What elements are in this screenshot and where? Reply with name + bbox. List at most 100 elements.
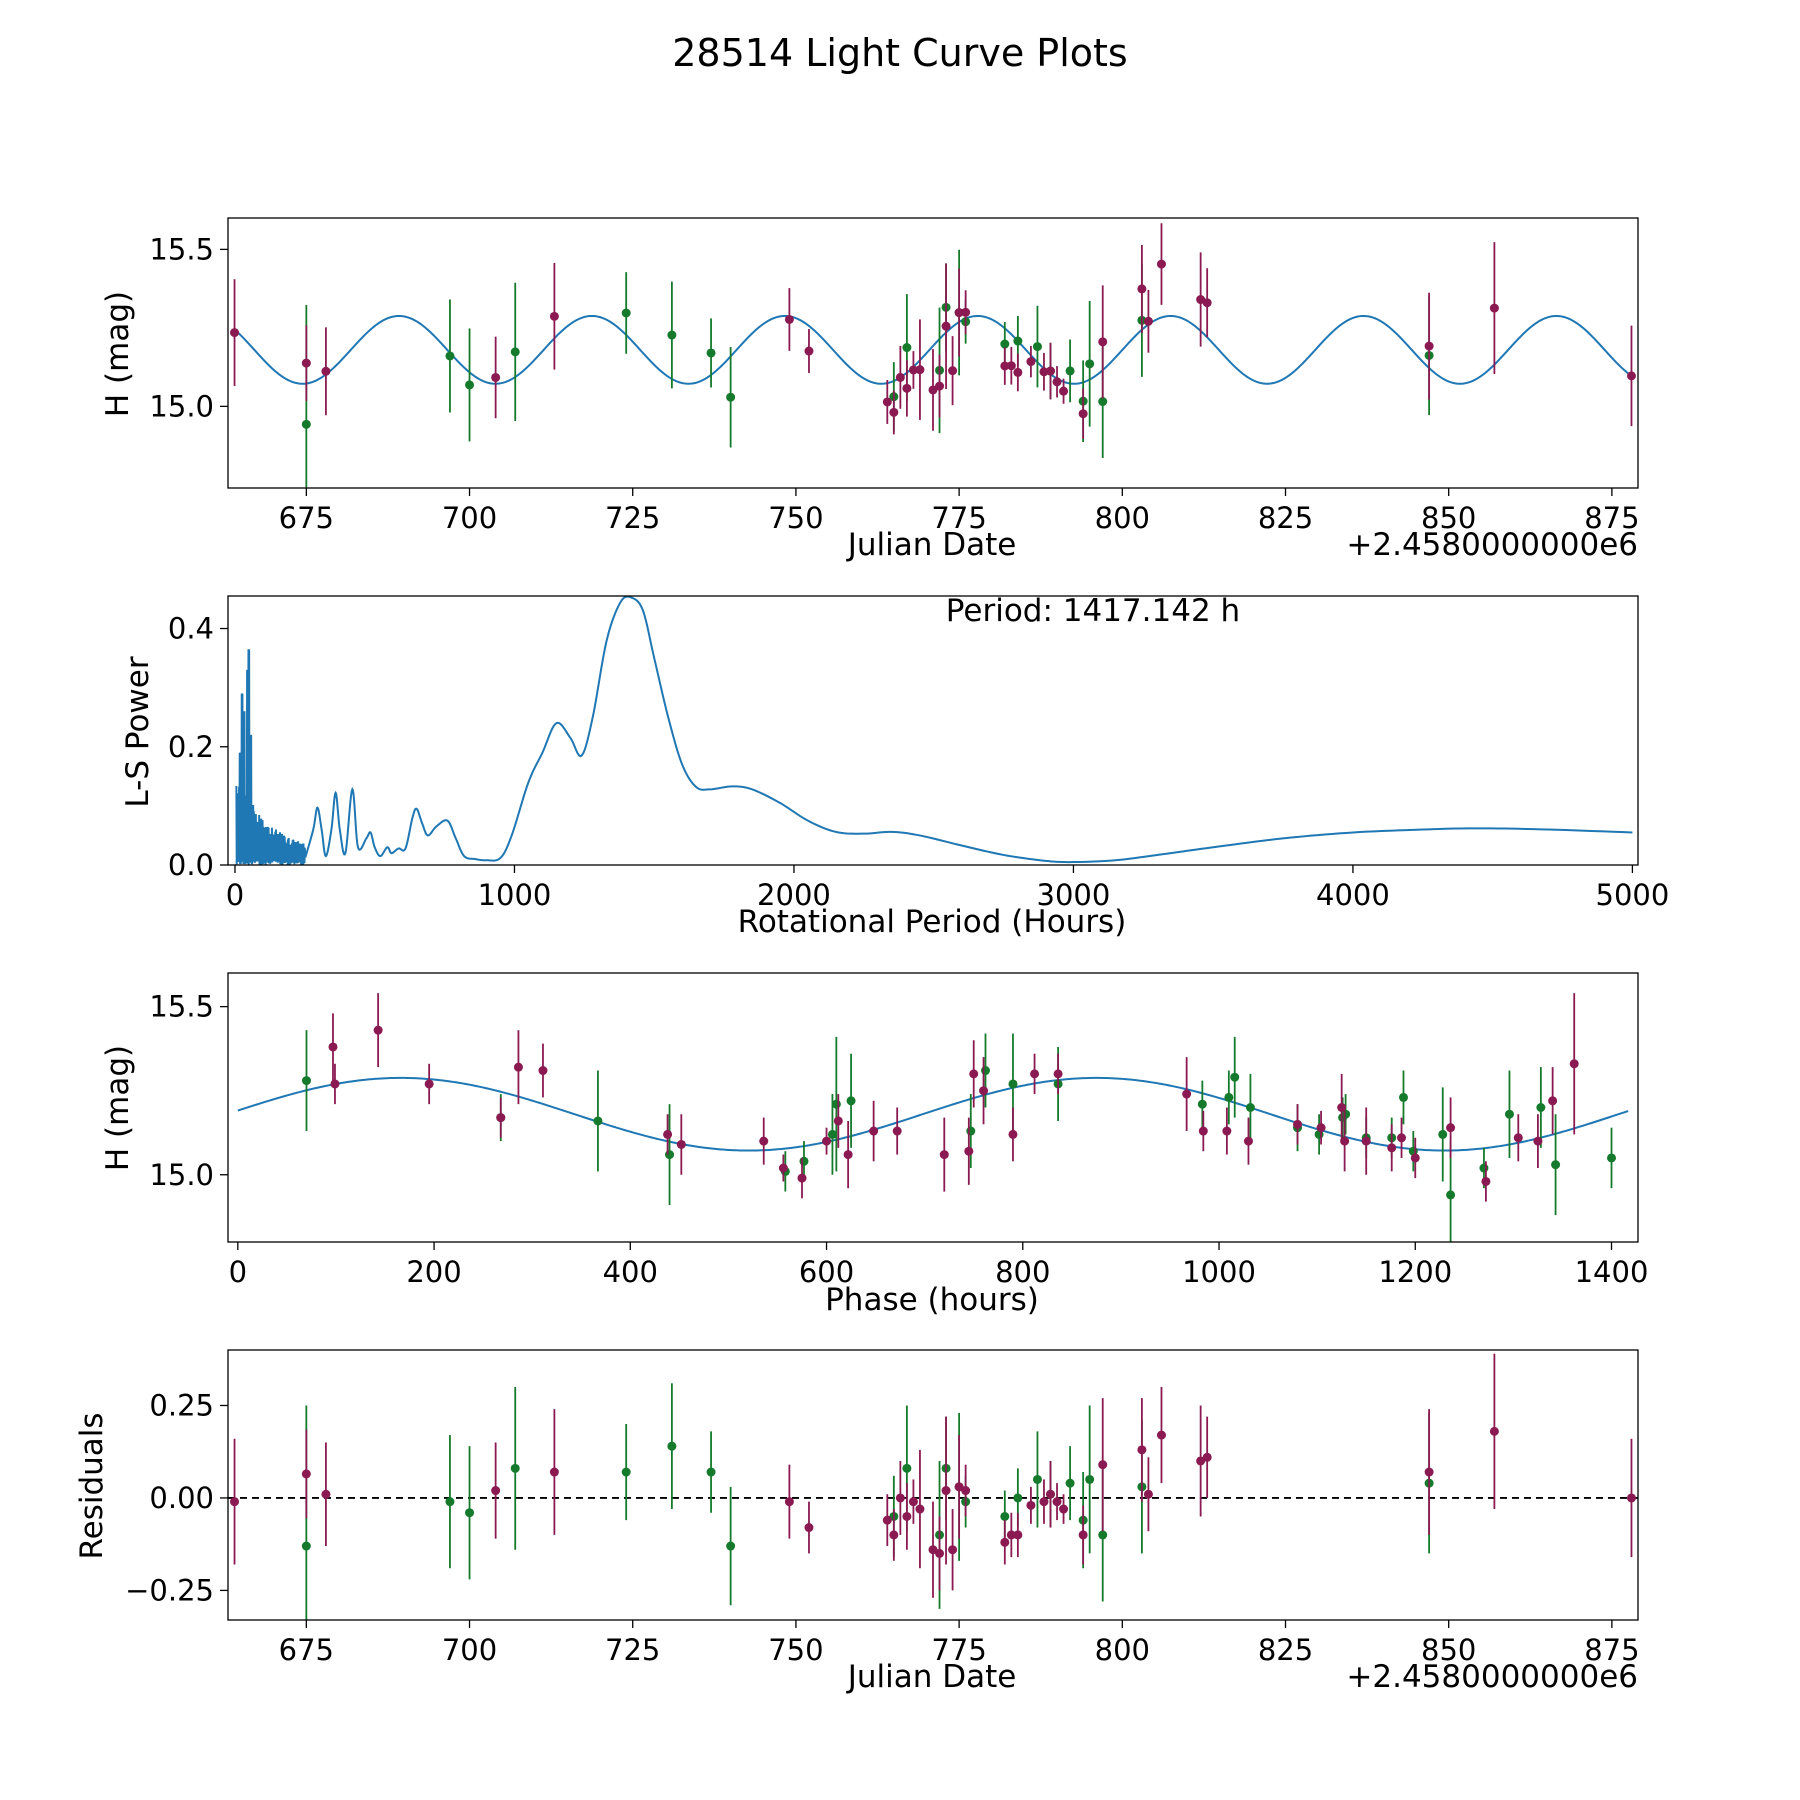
- residual-point-green: [1032, 1474, 1042, 1484]
- phased-point-red: [1387, 1143, 1397, 1153]
- residual-point-red: [1202, 1452, 1212, 1462]
- y-tick-label: 0.00: [149, 1481, 214, 1515]
- residual-point-red: [301, 1469, 311, 1479]
- lightcurve-offset-text: +2.4580000000e6: [1346, 527, 1638, 563]
- lightcurve-point-green: [465, 380, 475, 390]
- x-tick-label: 400: [603, 1255, 658, 1289]
- x-tick-label: 5000: [1596, 878, 1670, 912]
- lightcurve-point-red: [1006, 361, 1016, 371]
- residual-point-green: [510, 1463, 520, 1473]
- panel-lightcurve: 675 700 725 750 775 800 825 850 875 15.0 15.5 Juli…: [100, 217, 1640, 563]
- x-tick-label: 825: [1258, 501, 1313, 535]
- lightcurve-xlabel: Julian Date: [846, 527, 1017, 563]
- lightcurve-point-green: [1032, 342, 1042, 352]
- residual-point-green: [465, 1508, 475, 1518]
- phased-point-green: [1008, 1079, 1018, 1089]
- residual-point-red: [491, 1486, 501, 1496]
- residual-point-red: [1000, 1537, 1010, 1547]
- lightcurve-point-red: [804, 346, 814, 356]
- phased-point-red: [1481, 1176, 1491, 1186]
- lightcurve-point-red: [301, 358, 311, 368]
- phased-point-green: [827, 1129, 837, 1139]
- phased-point-green: [1479, 1163, 1489, 1173]
- y-tick-label: −0.25: [125, 1573, 214, 1607]
- y-tick-label: 15.5: [149, 232, 214, 266]
- period-annotation: Period: 1417.142 h: [946, 593, 1240, 629]
- residual-point-red: [908, 1497, 918, 1507]
- phased-point-red: [663, 1129, 673, 1139]
- phased-point-red: [1548, 1096, 1558, 1106]
- phased-point-green: [301, 1076, 311, 1086]
- residuals-offset-text: +2.4580000000e6: [1346, 1659, 1638, 1695]
- phased-point-red: [759, 1136, 769, 1146]
- lightcurve-point-red: [1039, 367, 1049, 377]
- residual-point-green: [1085, 1474, 1095, 1484]
- phased-point-red: [1243, 1136, 1253, 1146]
- residual-point-red: [948, 1545, 958, 1555]
- x-tick-label: 800: [1095, 501, 1150, 535]
- lightcurve-point-red: [902, 383, 912, 393]
- phased-point-red: [1533, 1136, 1543, 1146]
- residual-point-red: [1006, 1530, 1016, 1540]
- x-tick-label: 4000: [1316, 878, 1390, 912]
- phased-point-red: [1053, 1069, 1063, 1079]
- phased-point-red: [538, 1066, 548, 1076]
- phased-point-green: [1341, 1109, 1351, 1119]
- x-tick-label: 875: [1584, 501, 1639, 535]
- phased-point-red: [1569, 1059, 1579, 1069]
- phased-point-green: [831, 1099, 841, 1109]
- residual-point-green: [726, 1541, 736, 1551]
- phased-point-green-group: [301, 1030, 1617, 1242]
- x-tick-label: 600: [799, 1255, 854, 1289]
- panel-phased: 0 200 400 600 800 1000 1200 1400 15.0 15.5 Phase …: [100, 972, 1648, 1318]
- phased-point-red: [1446, 1123, 1456, 1133]
- lightcurve-point-green: [621, 308, 631, 318]
- phased-point-green: [1230, 1072, 1240, 1082]
- axes-frame: [227, 595, 1639, 866]
- phased-point-red: [797, 1173, 807, 1183]
- lightcurve-point-red: [1000, 361, 1010, 371]
- periodogram-curve: [235, 596, 1633, 865]
- axes-frame: [227, 1349, 1639, 1621]
- residual-point-red: [928, 1545, 938, 1555]
- phased-point-red-group: [328, 993, 1579, 1202]
- phased-point-green: [665, 1150, 675, 1160]
- x-tick-label: 725: [605, 1633, 660, 1667]
- phased-point-red: [513, 1062, 523, 1072]
- phased-point-red: [843, 1150, 853, 1160]
- lightcurve-point-red: [915, 365, 925, 375]
- phased-point-red: [1182, 1089, 1192, 1099]
- residual-point-red: [1039, 1497, 1049, 1507]
- lightcurve-point-green: [726, 392, 736, 402]
- y-tick-label: 15.0: [149, 1158, 214, 1192]
- phased-point-red: [330, 1079, 340, 1089]
- residual-point-red: [1626, 1493, 1636, 1503]
- residual-point-green: [1013, 1493, 1023, 1503]
- residual-point-red: [321, 1489, 331, 1499]
- phased-point-red: [1008, 1129, 1018, 1139]
- residual-point-red: [1196, 1456, 1206, 1466]
- x-tick-label: 750: [768, 501, 823, 535]
- residual-point-red: [902, 1511, 912, 1521]
- x-tick-label: 775: [931, 501, 986, 535]
- phased-point-green: [1446, 1190, 1456, 1200]
- lightcurve-point-red: [1046, 366, 1055, 376]
- phased-point-red: [969, 1069, 979, 1079]
- x-tick-label: 2000: [757, 878, 831, 912]
- phased-point-red: [939, 1150, 949, 1160]
- residual-point-red: [1046, 1489, 1055, 1499]
- x-tick-label: 675: [279, 501, 334, 535]
- phased-point-green: [1536, 1103, 1546, 1112]
- phased-point-red: [869, 1126, 879, 1136]
- phased-point-red: [892, 1126, 902, 1136]
- lightcurve-point-red: [928, 385, 938, 395]
- x-tick-label: 825: [1258, 1633, 1313, 1667]
- lightcurve-point-green: [667, 330, 677, 340]
- residual-point-red: [915, 1504, 925, 1514]
- lightcurve-point-red: [895, 372, 905, 382]
- panel-periodogram: 0 1000 2000 3000 4000 5000 0.0 0.2 0.4 Period: 1…: [120, 593, 1669, 940]
- periodogram-ylabel: L-S Power: [120, 656, 156, 807]
- residual-point-red: [1489, 1426, 1499, 1436]
- lightcurve-point-red: [1078, 409, 1088, 419]
